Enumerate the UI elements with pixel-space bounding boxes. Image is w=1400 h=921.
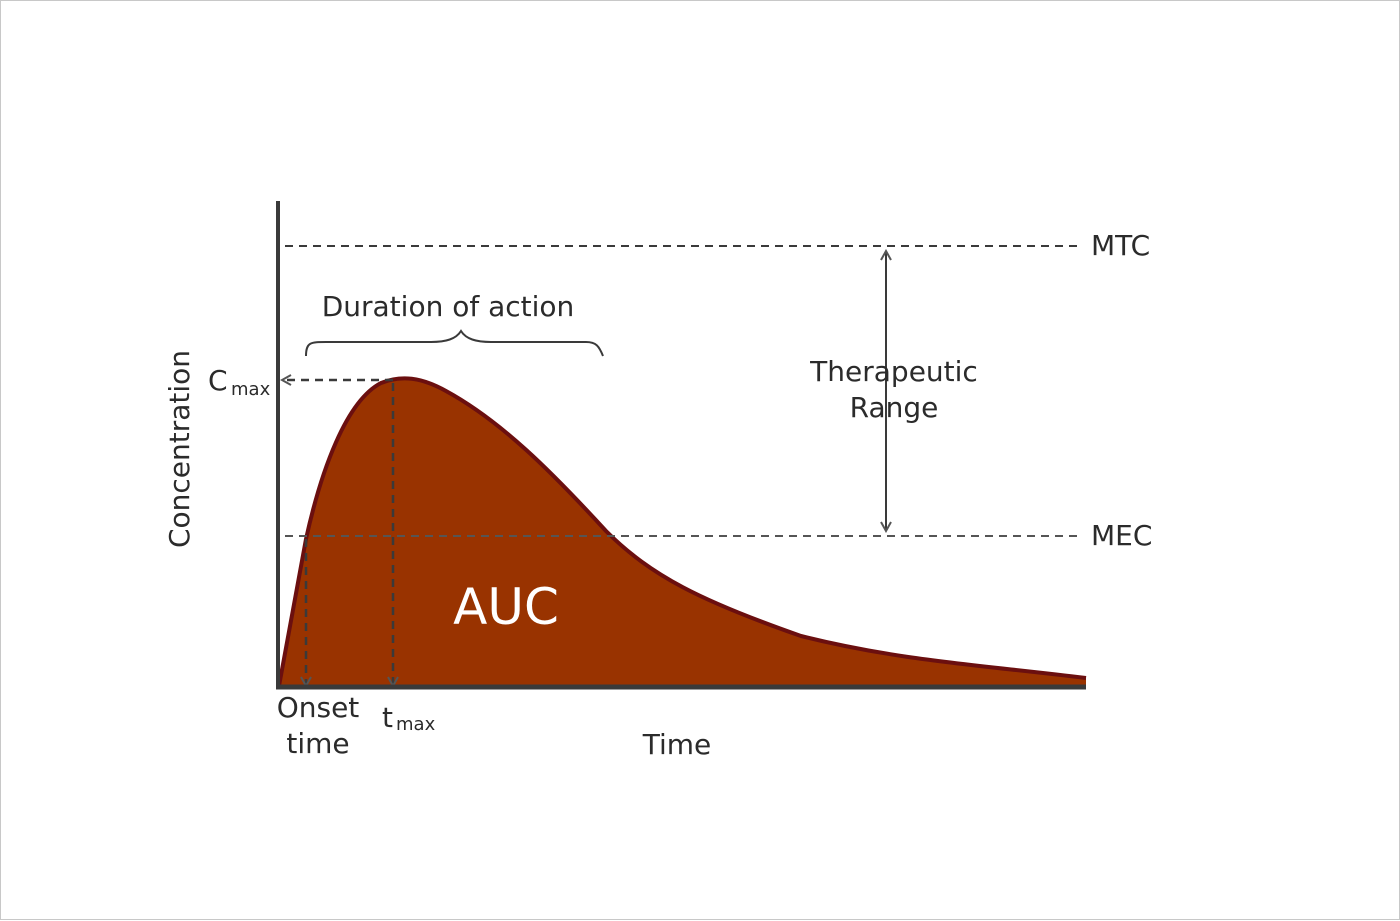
onset-label-line2: time <box>286 727 349 760</box>
auc-area <box>279 378 1086 686</box>
auc-label: AUC <box>453 578 559 636</box>
x-axis-label: Time <box>642 728 712 761</box>
duration-label: Duration of action <box>322 290 575 323</box>
concentration-curve <box>277 376 1087 687</box>
tmax-subscript: max <box>396 714 436 735</box>
therapeutic-label-line2: Range <box>850 391 939 424</box>
y-axis-label: Concentration <box>163 350 196 548</box>
tmax-label: t <box>382 701 393 734</box>
therapeutic-label-line1: Therapeutic <box>809 355 978 388</box>
mtc-label: MTC <box>1091 229 1150 262</box>
cmax-subscript: max <box>231 379 271 400</box>
duration-brace <box>305 329 604 357</box>
cmax-label: C <box>208 364 228 397</box>
onset-label-line1: Onset <box>277 691 360 724</box>
mec-label: MEC <box>1091 519 1152 552</box>
